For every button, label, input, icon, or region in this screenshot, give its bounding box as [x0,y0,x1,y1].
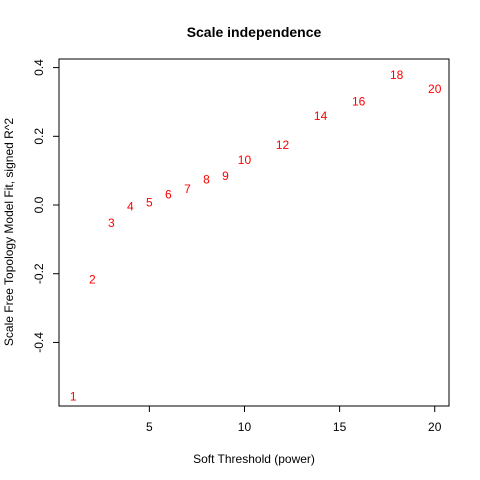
x-tick-label: 20 [428,420,442,434]
x-tick-label: 5 [146,420,153,434]
plot-area [58,58,450,407]
chart-title: Scale independence [187,24,322,40]
data-point-label: 4 [127,199,134,213]
data-point-label: 16 [352,94,366,108]
data-point-label: 6 [165,188,172,202]
data-point-label: 2 [89,273,96,287]
y-tick-label: 0.4 [32,59,46,76]
data-point-label: 3 [108,216,115,230]
data-point-label: 20 [428,82,442,96]
plot-frame [58,58,450,407]
data-point-label: 10 [238,153,252,167]
y-tick-label: 0.0 [32,196,46,213]
y-axis: -0.4 -0.2 0.0 0.2 0.4 [32,59,59,353]
data-point-label: 14 [314,109,328,123]
x-axis-label: Soft Threshold (power) [193,452,315,466]
y-tick-label: -0.2 [32,263,46,284]
y-tick-label: 0.2 [32,128,46,145]
x-tick-label: 10 [238,420,252,434]
data-point-label: 5 [146,196,153,210]
data-point-label: 18 [390,68,404,82]
data-point-label: 1 [70,389,77,403]
data-point-label: 8 [203,173,210,187]
data-point-label: 12 [276,138,290,152]
data-point-label: 7 [184,182,191,196]
x-tick-label: 15 [333,420,347,434]
y-tick-label: -0.4 [32,332,46,353]
y-axis-label: Scale Free Topology Model Fit, signed R^… [2,118,16,347]
x-axis: 5 10 15 20 [146,406,442,434]
data-point-label: 9 [222,169,229,183]
